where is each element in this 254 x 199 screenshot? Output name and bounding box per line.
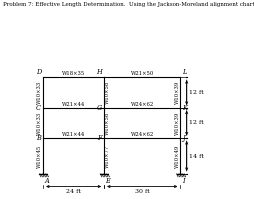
Text: 12 ft: 12 ft: [189, 90, 203, 95]
Text: B: B: [36, 134, 41, 142]
Text: E: E: [105, 177, 110, 185]
Text: J: J: [182, 134, 184, 142]
Text: W10×58: W10×58: [105, 111, 110, 135]
Text: D: D: [36, 68, 41, 76]
Text: C: C: [36, 104, 41, 112]
Text: W10×33: W10×33: [37, 111, 42, 135]
Text: W10×58: W10×58: [105, 81, 110, 104]
Text: W21×44: W21×44: [62, 132, 85, 137]
Text: W21×50: W21×50: [131, 71, 154, 76]
Text: 24 ft: 24 ft: [66, 189, 81, 194]
Text: W18×35: W18×35: [62, 71, 85, 76]
Text: W10×77: W10×77: [105, 144, 110, 168]
Text: W10×45: W10×45: [37, 144, 42, 168]
Text: W10×33: W10×33: [37, 81, 42, 104]
Text: W10×39: W10×39: [174, 111, 180, 135]
Text: 12 ft: 12 ft: [189, 121, 203, 126]
Text: G: G: [97, 104, 102, 112]
Text: W21×44: W21×44: [62, 102, 85, 107]
Text: Problem 7: Effective Length Determination.  Using the Jackson-Moreland alignment: Problem 7: Effective Length Determinatio…: [3, 2, 254, 7]
Text: I: I: [182, 177, 184, 185]
Text: W10×49: W10×49: [174, 144, 180, 168]
Text: W24×62: W24×62: [131, 102, 154, 107]
Text: A: A: [44, 177, 49, 185]
Text: W10×39: W10×39: [174, 81, 180, 104]
Text: W24×62: W24×62: [131, 132, 154, 137]
Text: H: H: [96, 68, 102, 76]
Text: L: L: [182, 68, 186, 76]
Text: F: F: [98, 134, 102, 142]
Text: 30 ft: 30 ft: [135, 189, 150, 194]
Text: K: K: [182, 104, 187, 112]
Text: 14 ft: 14 ft: [189, 153, 204, 159]
